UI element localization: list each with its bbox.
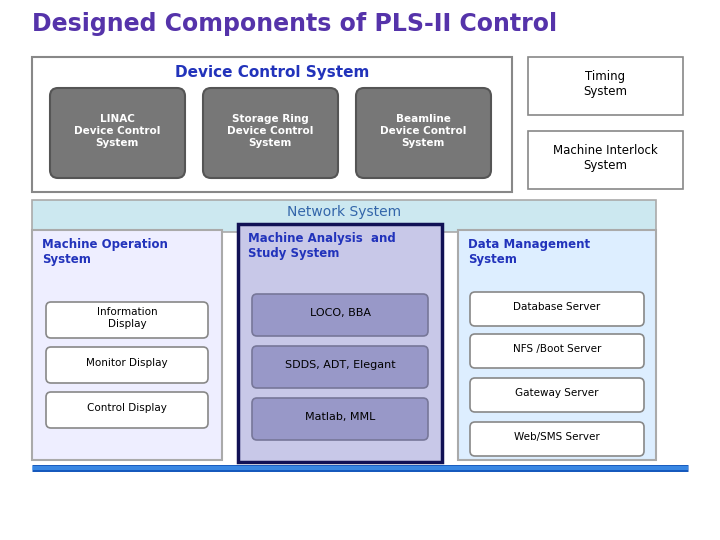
- Text: Data Management
System: Data Management System: [468, 238, 590, 266]
- Text: Gateway Server: Gateway Server: [516, 388, 599, 398]
- FancyBboxPatch shape: [46, 392, 208, 428]
- FancyBboxPatch shape: [203, 88, 338, 178]
- Bar: [528, 131, 683, 189]
- Text: Timing
System: Timing System: [583, 70, 627, 98]
- Text: Control Display: Control Display: [87, 403, 167, 413]
- Bar: [528, 57, 683, 115]
- Text: Matlab, MML: Matlab, MML: [305, 412, 375, 422]
- FancyBboxPatch shape: [252, 346, 428, 388]
- FancyBboxPatch shape: [470, 334, 644, 368]
- FancyBboxPatch shape: [470, 292, 644, 326]
- FancyBboxPatch shape: [252, 398, 428, 440]
- Text: NFS /Boot Server: NFS /Boot Server: [513, 344, 601, 354]
- Bar: [32, 200, 656, 232]
- FancyBboxPatch shape: [252, 294, 428, 336]
- Text: Monitor Display: Monitor Display: [86, 358, 168, 368]
- Text: Information
Display: Information Display: [96, 307, 157, 329]
- FancyBboxPatch shape: [46, 347, 208, 383]
- Text: Beamline
Device Control
System: Beamline Device Control System: [380, 114, 466, 147]
- FancyBboxPatch shape: [470, 422, 644, 456]
- Text: Web/SMS Server: Web/SMS Server: [514, 432, 600, 442]
- Text: Database Server: Database Server: [513, 302, 600, 312]
- Text: Designed Components of PLS-II Control: Designed Components of PLS-II Control: [32, 12, 557, 36]
- Bar: [458, 230, 656, 460]
- Text: Machine Interlock
System: Machine Interlock System: [553, 144, 657, 172]
- Text: LINAC
Device Control
System: LINAC Device Control System: [74, 114, 160, 147]
- Text: LOCO, BBA: LOCO, BBA: [310, 308, 371, 318]
- FancyBboxPatch shape: [356, 88, 491, 178]
- Text: Network System: Network System: [287, 205, 401, 219]
- FancyBboxPatch shape: [46, 302, 208, 338]
- Bar: [238, 224, 442, 462]
- Text: Machine Operation
System: Machine Operation System: [42, 238, 168, 266]
- FancyBboxPatch shape: [50, 88, 185, 178]
- Text: SDDS, ADT, Elegant: SDDS, ADT, Elegant: [284, 360, 395, 370]
- FancyBboxPatch shape: [470, 378, 644, 412]
- Bar: [32, 230, 222, 460]
- Text: Storage Ring
Device Control
System: Storage Ring Device Control System: [227, 114, 313, 147]
- Text: Machine Analysis  and
Study System: Machine Analysis and Study System: [248, 232, 396, 260]
- Text: Device Control System: Device Control System: [175, 65, 369, 80]
- Bar: [32, 57, 512, 192]
